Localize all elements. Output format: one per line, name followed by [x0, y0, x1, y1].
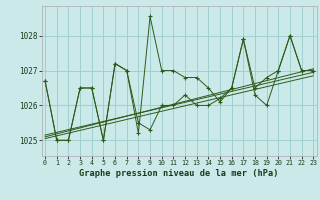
- X-axis label: Graphe pression niveau de la mer (hPa): Graphe pression niveau de la mer (hPa): [79, 169, 279, 178]
